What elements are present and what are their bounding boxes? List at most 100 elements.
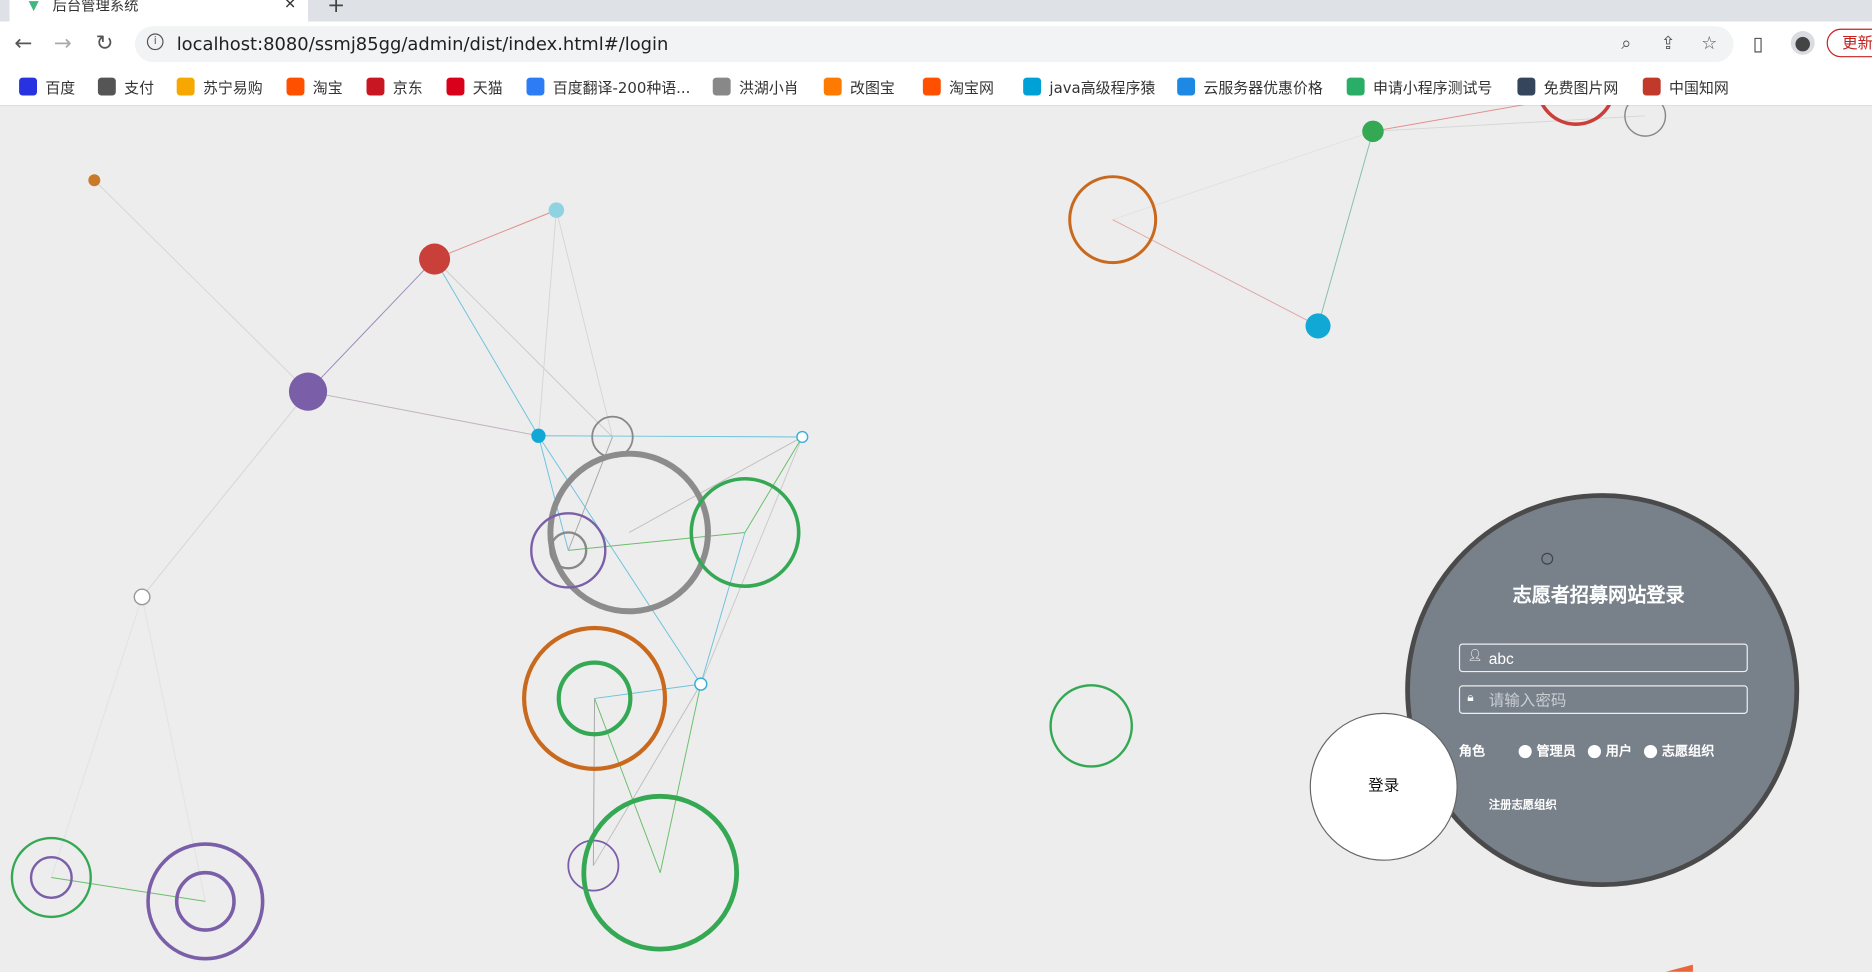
address-bar[interactable]: i localhost:8080/ssmj85gg/admin/dist/ind… <box>134 26 1734 63</box>
bookmark-item[interactable]: 苏宁易购 <box>176 75 263 98</box>
bookmark-label: 淘宝网 <box>949 78 994 97</box>
taobao-icon <box>922 77 941 96</box>
bookmark-label: 京东 <box>392 78 423 97</box>
role-option-label[interactable]: 用户 <box>1605 743 1633 760</box>
bookmark-item[interactable]: 支付 <box>97 75 154 98</box>
graph-node <box>689 476 801 588</box>
tab-strip: ▼ 后台管理系统 ✕ + <box>0 0 1872 22</box>
graph-node <box>88 174 101 187</box>
graph-node <box>581 793 740 952</box>
bookmark-item[interactable]: 中国知网 <box>1642 75 1729 98</box>
password-field[interactable]: 🔒︎ <box>1458 685 1748 714</box>
bookmark-item[interactable]: java高级程序猿 <box>1023 75 1155 98</box>
bookmark-item[interactable]: 云服务器优惠价格 <box>1177 75 1323 98</box>
graph-node <box>530 512 607 589</box>
graph-node <box>547 450 711 615</box>
info-icon[interactable]: i <box>146 33 164 51</box>
cloud-icon <box>1177 77 1196 96</box>
bookmark-item[interactable]: 洪湖小肖 <box>712 75 799 98</box>
graph-node <box>10 836 92 919</box>
register-link[interactable]: 注册志愿组织 <box>1488 798 1557 812</box>
zoom-icon[interactable]: ⌕ <box>1621 32 1632 54</box>
close-tab-icon[interactable]: ✕ <box>284 0 297 12</box>
username-input[interactable] <box>1488 647 1740 669</box>
profile-icon[interactable]: ● <box>1790 31 1815 55</box>
bookmark-item[interactable]: 百度 <box>19 75 75 98</box>
graph-node <box>556 660 633 737</box>
bookmark-label: 云服务器优惠价格 <box>1203 78 1323 97</box>
radio-admin[interactable] <box>1518 744 1532 758</box>
bookmark-label: 免费图片网 <box>1543 78 1619 97</box>
graph-node <box>531 428 546 443</box>
bilibili-icon <box>1023 77 1042 96</box>
role-option-label[interactable]: 管理员 <box>1536 743 1576 760</box>
vue-logo-icon: ▼ <box>28 0 39 14</box>
role-selector: 角色 管理员 用户 志愿组织 <box>1459 741 1714 760</box>
role-label: 角色 <box>1458 743 1486 760</box>
graph-node <box>1362 120 1384 143</box>
bookmark-item[interactable]: 改图宝 <box>823 75 895 98</box>
tumblr-icon <box>1517 77 1536 96</box>
role-option-label[interactable]: 志愿组织 <box>1661 743 1715 760</box>
suning-icon <box>176 77 195 96</box>
graph-node <box>146 842 265 961</box>
graph-node <box>567 839 620 892</box>
bookmark-item[interactable]: 天猫 <box>446 75 503 98</box>
bookmark-item[interactable]: 申请小程序测试号 <box>1346 75 1493 98</box>
reload-icon[interactable]: ↻ <box>95 31 114 57</box>
bookmark-label: 改图宝 <box>850 78 895 97</box>
network-graph-background <box>10 105 1693 972</box>
translate-icon <box>526 77 545 96</box>
graph-node <box>549 531 588 570</box>
update-button[interactable]: 更新 <box>1826 28 1872 58</box>
radio-user[interactable] <box>1587 744 1601 758</box>
bird-icon <box>712 77 731 96</box>
gaitubao-icon <box>823 77 842 96</box>
login-title: 志愿者招募网站登录 <box>1512 583 1685 607</box>
bookmark-label: 申请小程序测试号 <box>1372 78 1493 97</box>
graph-node <box>1305 313 1331 339</box>
bookmark-label: 淘宝 <box>312 78 343 97</box>
jd-icon <box>366 77 385 96</box>
graph-node <box>1665 964 1693 972</box>
login-button[interactable]: 登录 <box>1309 712 1458 861</box>
bookmark-item[interactable]: 淘宝 <box>286 75 343 98</box>
graph-node <box>133 588 151 606</box>
radio-organization[interactable] <box>1643 744 1658 758</box>
bookmark-label: 天猫 <box>472 78 503 97</box>
graph-node <box>694 677 708 691</box>
graph-node <box>1540 105 1612 126</box>
tab-active[interactable]: ▼ 后台管理系统 ✕ <box>9 0 309 22</box>
graph-node <box>419 243 451 275</box>
share-icon[interactable]: ⇪ <box>1660 32 1676 54</box>
bookmarks-bar: 百度 支付 苏宁易购 淘宝 京东 天猫 百度翻译-200种语... 洪湖小肖 改图宝 淘宝网 jav… <box>0 66 1872 107</box>
username-field[interactable]: 👤︎ <box>1458 643 1748 673</box>
bookmark-label: 中国知网 <box>1669 78 1729 97</box>
lock-icon: 🔒︎ <box>1467 691 1474 705</box>
graph-node <box>1068 175 1158 265</box>
forward-icon[interactable]: → <box>53 31 72 57</box>
star-icon[interactable]: ☆ <box>1701 32 1718 54</box>
url-text[interactable]: localhost:8080/ssmj85gg/admin/dist/index… <box>176 33 669 55</box>
back-icon[interactable]: ← <box>14 31 33 57</box>
graph-node <box>1049 684 1133 768</box>
globe-icon <box>97 77 116 96</box>
graph-node <box>522 625 668 771</box>
graph-node <box>1624 105 1667 137</box>
graph-node <box>29 856 73 899</box>
user-icon: 👤︎ <box>1467 649 1483 663</box>
side-panel-icon[interactable]: ▯ <box>1752 32 1764 55</box>
graph-node <box>288 372 328 411</box>
bookmark-label: 百度翻译-200种语... <box>552 78 691 97</box>
bookmark-item[interactable]: 免费图片网 <box>1517 75 1618 98</box>
bookmark-label: 百度 <box>45 78 76 97</box>
cnki-icon <box>1642 77 1661 96</box>
tmall-icon <box>446 77 465 96</box>
bookmark-label: 苏宁易购 <box>202 78 263 97</box>
bookmark-item[interactable]: 京东 <box>366 75 423 98</box>
taobao-icon <box>286 77 305 96</box>
password-input[interactable] <box>1488 688 1740 711</box>
bookmark-item[interactable]: 淘宝网 <box>922 75 994 98</box>
bookmark-item[interactable]: 百度翻译-200种语... <box>526 75 691 98</box>
new-tab-icon[interactable]: + <box>327 0 346 18</box>
